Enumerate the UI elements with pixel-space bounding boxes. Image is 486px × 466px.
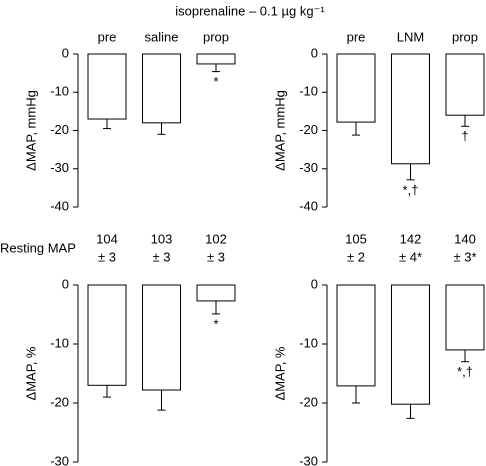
resting-map-value: ± 2 (347, 249, 365, 264)
y-tick-label: -10 (299, 335, 318, 350)
y-tick-label: 0 (62, 45, 69, 60)
category-label: LNM (397, 29, 424, 44)
category-label: prop (452, 29, 478, 44)
bar (196, 53, 236, 65)
resting-map-label: Resting MAP (0, 240, 76, 255)
resting-map-value: ± 3 (98, 249, 116, 264)
y-tick-label: -30 (50, 453, 69, 466)
y-tick-label: 0 (311, 45, 318, 60)
y-tick-label: -20 (299, 394, 318, 409)
y-tick-label: 0 (62, 276, 69, 291)
category-label: saline (145, 29, 179, 44)
figure-title: isoprenaline – 0.1 µg kg⁻¹ (175, 3, 325, 18)
category-label: pre (98, 29, 117, 44)
bar (445, 53, 485, 116)
bar-label: *,† (403, 182, 419, 197)
bar (87, 53, 127, 120)
y-tick-label: 0 (311, 276, 318, 291)
y-tick-label: -20 (299, 122, 318, 137)
resting-map-value: 104 (96, 231, 118, 246)
bar (196, 284, 236, 302)
resting-map-value: ± 3 (153, 249, 171, 264)
y-tick-label: -30 (299, 160, 318, 175)
y-tick-label: -40 (50, 198, 69, 213)
resting-map-value: 140 (454, 231, 476, 246)
resting-map-value: ± 3 (207, 249, 225, 264)
bar (445, 284, 485, 351)
bar-label: † (461, 129, 468, 144)
bar (391, 284, 430, 405)
y-tick-label: -10 (299, 84, 318, 99)
y-tick-label: -30 (50, 160, 69, 175)
bar (391, 53, 430, 165)
bar-label: * (213, 74, 218, 89)
bar-label: * (213, 316, 218, 331)
y-axis-label: ΔMAP, mmHg (23, 90, 38, 171)
category-label: prop (203, 29, 229, 44)
resting-map-value: 142 (400, 231, 422, 246)
y-tick-label: -20 (50, 122, 69, 137)
bar (142, 284, 181, 391)
resting-map-value: 103 (151, 231, 173, 246)
resting-map-value: 105 (345, 231, 367, 246)
y-axis-label: ΔMAP, mmHg (272, 90, 287, 171)
resting-map-value: ± 4* (399, 249, 422, 264)
resting-map-value: 102 (205, 231, 227, 246)
bar (87, 284, 127, 386)
category-label: pre (347, 29, 366, 44)
resting-map-value: ± 3* (453, 249, 476, 264)
y-axis-label: ΔMAP, % (23, 346, 38, 400)
bar (142, 53, 181, 124)
bar (336, 284, 376, 387)
y-tick-label: -40 (299, 198, 318, 213)
y-tick-label: -20 (50, 394, 69, 409)
bar (336, 53, 376, 123)
y-tick-label: -10 (50, 84, 69, 99)
y-axis-label: ΔMAP, % (272, 346, 287, 400)
y-tick-label: -30 (299, 453, 318, 466)
y-tick-label: -10 (50, 335, 69, 350)
bar-label: *,† (457, 364, 473, 379)
